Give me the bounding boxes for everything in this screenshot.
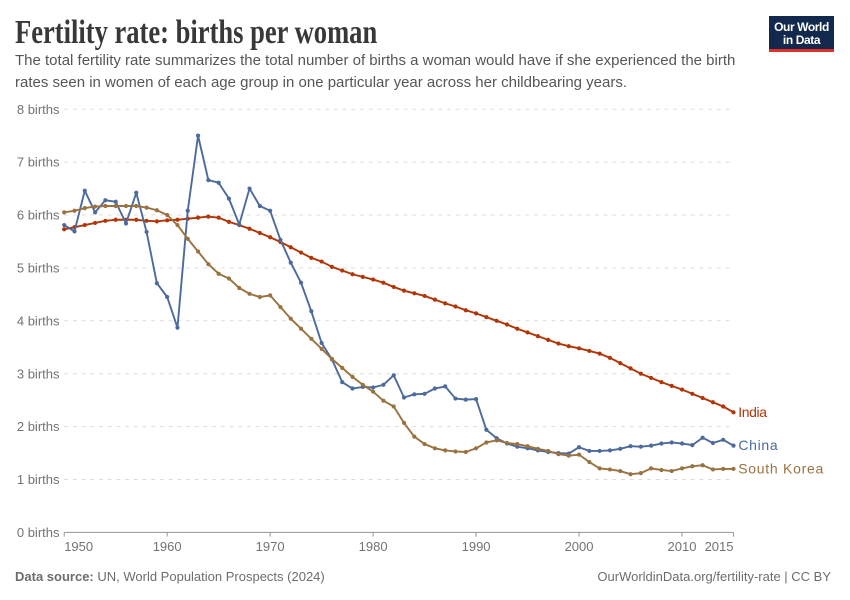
svg-text:2000: 2000 — [565, 539, 594, 554]
svg-text:1 births: 1 births — [17, 472, 60, 487]
svg-text:7 births: 7 births — [17, 155, 60, 170]
svg-text:2015: 2015 — [705, 539, 734, 554]
svg-text:0 births: 0 births — [17, 525, 60, 540]
svg-text:5 births: 5 births — [17, 261, 60, 276]
svg-text:1990: 1990 — [462, 539, 491, 554]
svg-text:4 births: 4 births — [17, 313, 60, 328]
svg-text:1970: 1970 — [256, 539, 285, 554]
svg-text:1980: 1980 — [359, 539, 388, 554]
svg-text:India: India — [738, 404, 767, 420]
svg-text:1950: 1950 — [64, 539, 93, 554]
svg-text:6 births: 6 births — [17, 208, 60, 223]
svg-text:1960: 1960 — [153, 539, 182, 554]
svg-text:3 births: 3 births — [17, 366, 60, 381]
svg-text:2 births: 2 births — [17, 419, 60, 434]
svg-text:2010: 2010 — [668, 539, 697, 554]
svg-text:South Korea: South Korea — [738, 461, 824, 477]
svg-text:8 births: 8 births — [17, 102, 60, 117]
svg-text:China: China — [738, 437, 778, 453]
